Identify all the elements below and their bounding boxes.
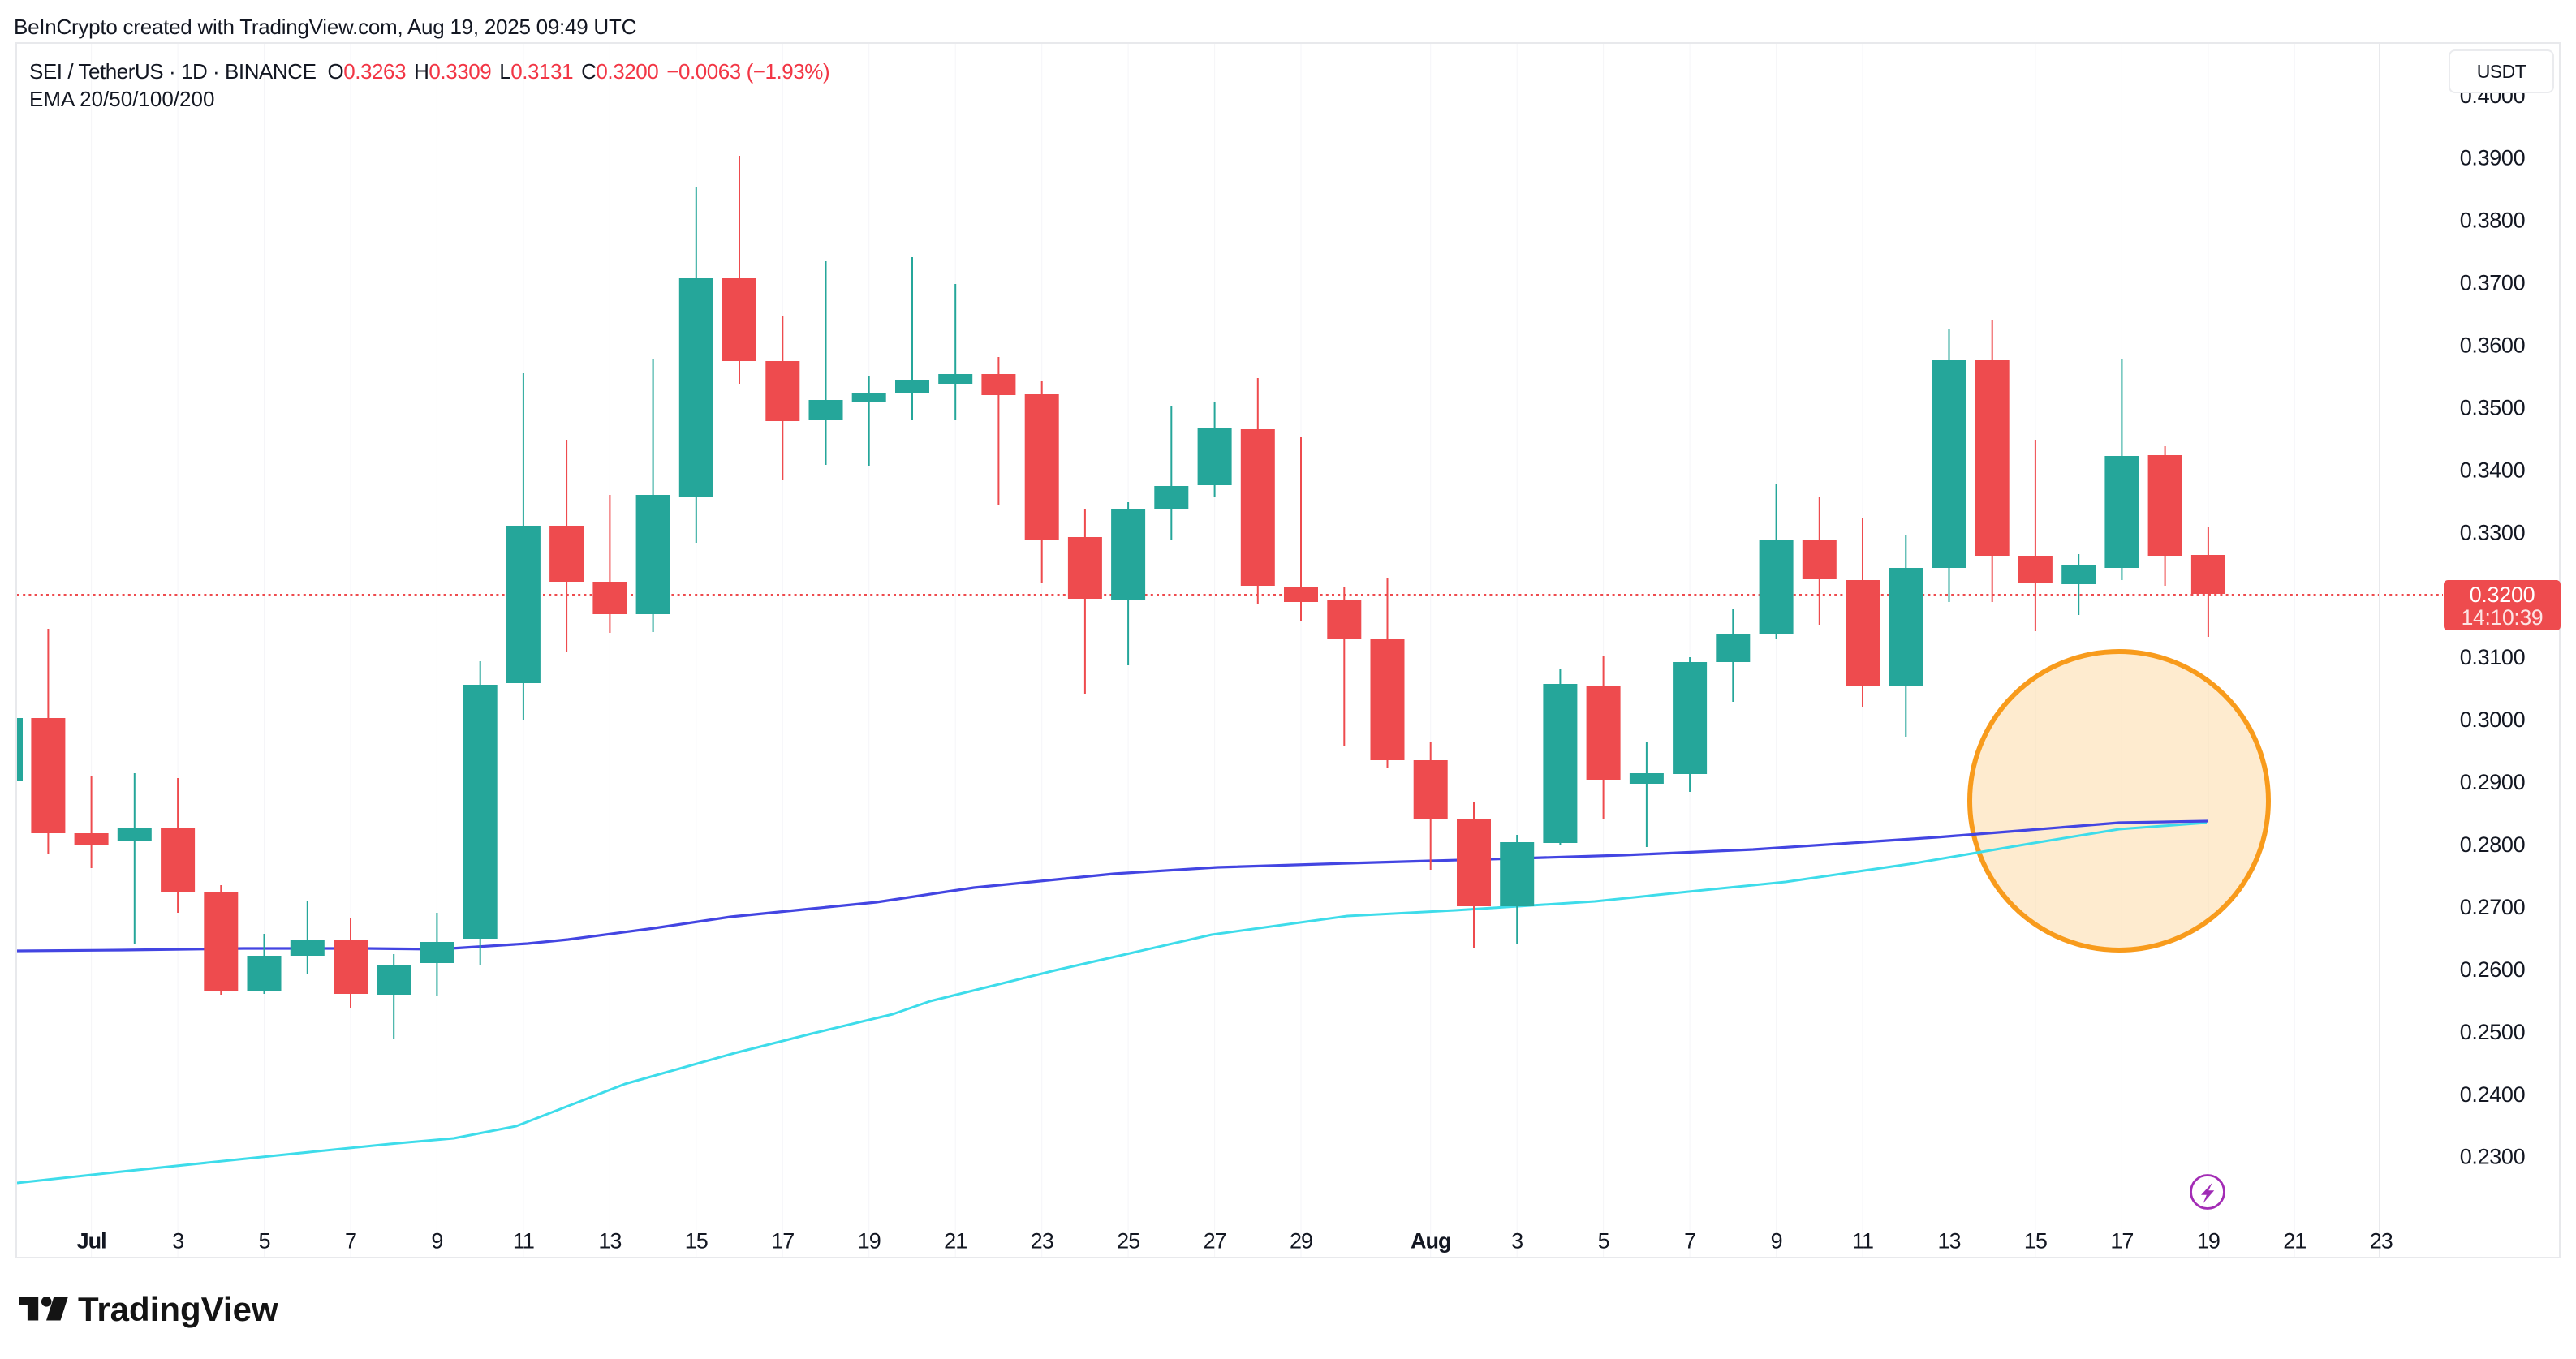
svg-text:29: 29 [1290,1229,1312,1254]
svg-text:21: 21 [2283,1229,2306,1254]
svg-text:13: 13 [1937,1229,1960,1254]
svg-text:9: 9 [1771,1229,1782,1254]
svg-text:19: 19 [858,1229,881,1254]
svg-text:0.3000: 0.3000 [2460,707,2525,732]
svg-text:Aug: Aug [1411,1229,1450,1254]
svg-text:0.3700: 0.3700 [2460,271,2525,295]
svg-text:0.3600: 0.3600 [2460,333,2525,358]
svg-text:19: 19 [2197,1229,2220,1254]
svg-text:0.2400: 0.2400 [2460,1082,2525,1107]
svg-text:0.3100: 0.3100 [2460,645,2525,669]
svg-text:14:10:39: 14:10:39 [2462,605,2544,630]
svg-text:9: 9 [431,1229,442,1254]
svg-text:15: 15 [685,1229,708,1254]
svg-text:BeInCrypto created with Tradin: BeInCrypto created with TradingView.com,… [14,15,636,39]
svg-text:5: 5 [1598,1229,1609,1254]
svg-text:Jul: Jul [77,1229,106,1254]
svg-text:0.2300: 0.2300 [2460,1145,2525,1169]
svg-text:0.3400: 0.3400 [2460,458,2525,482]
svg-text:3: 3 [172,1229,183,1254]
svg-text:0.2500: 0.2500 [2460,1020,2525,1044]
svg-text:15: 15 [2024,1229,2047,1254]
svg-text:7: 7 [345,1229,356,1254]
svg-text:5: 5 [258,1229,269,1254]
svg-text:EMA 20/50/100/200: EMA 20/50/100/200 [29,87,214,111]
svg-text:0.3500: 0.3500 [2460,396,2525,420]
svg-text:0.3300: 0.3300 [2460,520,2525,544]
svg-text:17: 17 [771,1229,794,1254]
svg-text:TradingView: TradingView [78,1290,278,1328]
svg-text:3: 3 [1511,1229,1523,1254]
svg-text:23: 23 [2370,1229,2393,1254]
svg-text:11: 11 [1852,1229,1873,1254]
svg-text:0.3200: 0.3200 [2470,583,2535,607]
svg-text:21: 21 [944,1229,967,1254]
svg-text:7: 7 [1684,1229,1695,1254]
svg-text:11: 11 [513,1229,534,1254]
svg-text:27: 27 [1204,1229,1226,1254]
svg-text:0.2900: 0.2900 [2460,770,2525,794]
svg-text:0.2700: 0.2700 [2460,895,2525,919]
svg-text:17: 17 [2110,1229,2133,1254]
svg-text:25: 25 [1117,1229,1139,1254]
svg-text:USDT: USDT [2477,61,2526,82]
svg-text:0.3800: 0.3800 [2460,209,2525,233]
svg-text:0.2800: 0.2800 [2460,832,2525,857]
svg-text:0.3900: 0.3900 [2460,146,2525,170]
svg-text:13: 13 [598,1229,621,1254]
svg-text:23: 23 [1031,1229,1053,1254]
svg-text:0.2600: 0.2600 [2460,957,2525,982]
